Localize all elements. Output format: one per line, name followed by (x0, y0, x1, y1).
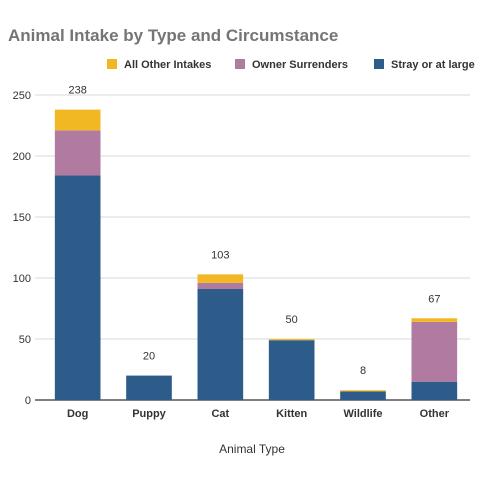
legend-swatch-stray-or-at-large (374, 59, 384, 69)
bar-other-stray-or-at-large (411, 381, 458, 400)
bar-total-labels: 238 20 103 50 8 67 (68, 85, 440, 378)
bar-dog-owner-surrenders (54, 130, 101, 176)
bar-kitten-all-other-intakes (268, 339, 315, 341)
y-tick-label: 100 (13, 273, 31, 285)
bar-dog-stray-or-at-large (54, 175, 101, 400)
bar-dog-all-other-intakes (54, 109, 101, 131)
x-tick-label-other: Other (420, 408, 450, 420)
x-tick-label-wildlife: Wildlife (343, 408, 382, 420)
y-axis-ticks: 0 50 100 150 200 250 (13, 90, 31, 407)
y-tick-label: 50 (19, 334, 31, 346)
y-tick-label: 150 (13, 212, 31, 224)
x-tick-label-cat: Cat (211, 408, 229, 420)
total-label-dog: 238 (68, 85, 86, 97)
bar-kitten-stray-or-at-large (268, 340, 315, 400)
bars (54, 109, 458, 400)
legend-label-stray-or-at-large: Stray or at large (391, 59, 475, 71)
total-label-wildlife: 8 (360, 365, 366, 377)
bar-wildlife-all-other-intakes (340, 390, 386, 392)
y-tick-label: 200 (13, 151, 31, 163)
chart-title: Animal Intake by Type and Circumstance (8, 26, 338, 45)
total-label-other: 67 (428, 293, 440, 305)
bar-cat-stray-or-at-large (197, 288, 244, 400)
bar-cat-owner-surrenders (197, 282, 244, 289)
bar-cat-all-other-intakes (197, 274, 244, 283)
bar-other-all-other-intakes (411, 318, 458, 322)
bar-wildlife-stray-or-at-large (340, 391, 386, 400)
legend: All Other Intakes Owner Surrenders Stray… (107, 59, 475, 71)
bar-puppy-stray-or-at-large (126, 375, 172, 400)
y-tick-label: 0 (25, 395, 31, 407)
y-tick-label: 250 (13, 90, 31, 102)
legend-swatch-owner-surrenders (235, 59, 245, 69)
x-tick-label-puppy: Puppy (132, 408, 166, 420)
legend-label-owner-surrenders: Owner Surrenders (252, 59, 348, 71)
total-label-puppy: 20 (143, 351, 155, 363)
total-label-cat: 103 (211, 249, 229, 261)
legend-swatch-all-other-intakes (107, 59, 117, 69)
bar-other-owner-surrenders (411, 321, 458, 382)
x-axis-ticks: Dog Puppy Cat Kitten Wildlife Other (67, 408, 450, 420)
total-label-kitten: 50 (286, 314, 298, 326)
x-axis-title: Animal Type (219, 442, 285, 456)
legend-label-all-other-intakes: All Other Intakes (124, 59, 211, 71)
x-tick-label-kitten: Kitten (276, 408, 307, 420)
gridlines (35, 94, 470, 401)
x-tick-label-dog: Dog (67, 408, 88, 420)
